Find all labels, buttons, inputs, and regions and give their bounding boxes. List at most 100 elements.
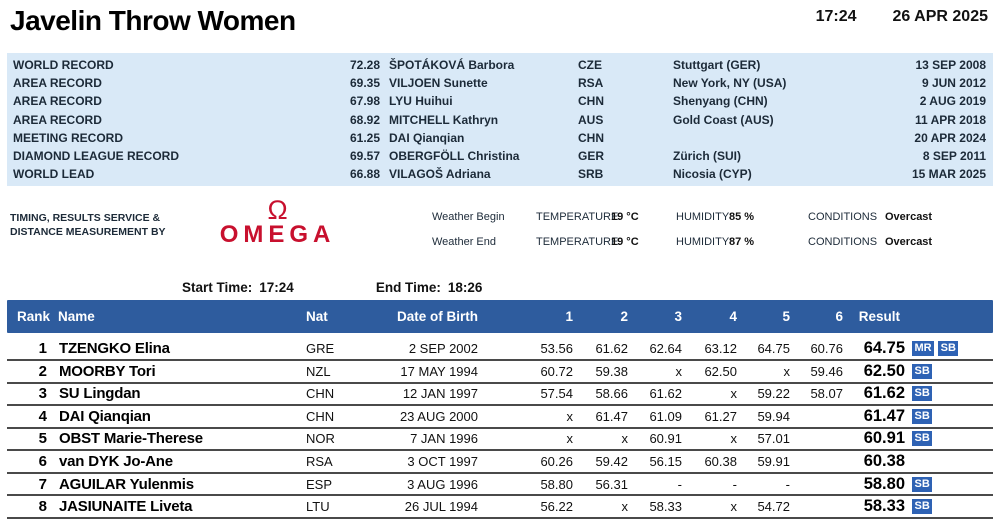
record-date: 9 JUN 2012 — [921, 76, 986, 91]
page-title: Javelin Throw Women — [10, 5, 296, 36]
record-venue: Stuttgart (GER) — [673, 58, 761, 73]
attempt-cell: x — [566, 431, 574, 447]
nation-cell: CHN — [306, 408, 335, 424]
humidity-value: 87 % — [729, 235, 755, 248]
badges-cell: SB — [905, 386, 993, 402]
record-mark: 69.35 — [349, 76, 380, 91]
rank-cell: 6 — [38, 453, 47, 471]
start-time-label: Start Time: — [182, 279, 253, 295]
record-nation: CHN — [578, 94, 604, 109]
attempt-cell: 61.27 — [704, 408, 737, 424]
badges-cell: SB — [905, 363, 993, 379]
attempt-cell: 54.72 — [757, 499, 790, 515]
badges-cell: SB — [905, 431, 993, 447]
col-header-att4: 4 — [729, 309, 737, 325]
record-label: AREA RECORD — [13, 112, 102, 127]
record-venue: Gold Coast (AUS) — [673, 112, 774, 127]
result-cell: 58.33 — [863, 497, 905, 516]
result-row: 3 SU Lingdan CHN 12 JAN 1997 57.54 58.66… — [7, 384, 993, 407]
event-time: 17:24 — [815, 8, 857, 25]
attempt-cell: 59.42 — [595, 454, 628, 470]
record-athlete: MITCHELL Kathryn — [389, 112, 499, 127]
attempt-cell: 60.76 — [810, 341, 843, 357]
athlete-name: OBST Marie-Therese — [59, 430, 203, 448]
rank-cell: 3 — [38, 385, 47, 403]
badges-cell: SB — [905, 499, 993, 515]
record-nation: AUS — [578, 112, 604, 127]
nation-cell: GRE — [306, 341, 335, 357]
record-mark: 67.98 — [349, 94, 380, 109]
season-best-badge: SB — [912, 476, 933, 492]
attempt-cell: 58.80 — [540, 476, 573, 492]
weather-begin-row: Weather Begin TEMPERATURE 19 °C HUMIDITY… — [432, 204, 1000, 229]
dob-cell: 12 JAN 1997 — [402, 386, 478, 402]
record-date: 13 SEP 2008 — [915, 58, 986, 73]
result-row: 7 AGUILAR Yulenmis ESP 3 AUG 1996 58.80 … — [7, 474, 993, 497]
dob-cell: 17 MAY 1994 — [400, 363, 478, 379]
attempt-cell: 63.12 — [704, 341, 737, 357]
omega-logo: Ω OMEGA — [198, 196, 358, 262]
attempt-cell: 61.62 — [595, 341, 628, 357]
page-header: Javelin Throw Women 17:24 26 APR 2025 — [0, 0, 1000, 38]
attempt-cell: 61.09 — [649, 408, 682, 424]
col-header-nat: Nat — [306, 309, 328, 325]
record-label: WORLD RECORD — [13, 58, 114, 73]
record-mark: 61.25 — [349, 130, 380, 145]
nation-cell: NZL — [306, 363, 331, 379]
dob-cell: 26 JUL 1994 — [404, 499, 478, 515]
season-best-badge: SB — [938, 341, 959, 357]
record-venue: Zürich (SUI) — [673, 149, 741, 164]
attempt-cell: 60.26 — [540, 454, 573, 470]
results-body: 1 TZENGKO Elina GRE 2 SEP 2002 53.56 61.… — [7, 338, 993, 520]
dob-cell: 7 JAN 1996 — [410, 431, 478, 447]
humidity-label: HUMIDITY — [676, 235, 730, 248]
result-cell: 64.75 — [863, 339, 905, 358]
attempt-cell: 62.64 — [649, 341, 682, 357]
attempt-cell: 59.94 — [757, 408, 790, 424]
results-header-row: Rank Name Nat Date of Birth 1 2 3 4 5 6 … — [7, 300, 993, 334]
record-athlete: LYU Huihui — [389, 94, 453, 109]
rank-cell: 5 — [38, 430, 47, 448]
record-row: WORLD RECORD 72.28 ŠPOTÁKOVÁ Barbora CZE… — [7, 56, 993, 74]
athlete-name: AGUILAR Yulenmis — [59, 475, 194, 493]
col-header-rank: Rank — [17, 309, 51, 325]
col-header-att5: 5 — [782, 309, 790, 325]
attempt-cell: 56.31 — [595, 476, 628, 492]
weather-panel: Weather Begin TEMPERATURE 19 °C HUMIDITY… — [432, 196, 1000, 262]
result-row: 1 TZENGKO Elina GRE 2 SEP 2002 53.56 61.… — [7, 338, 993, 361]
conditions-value: Overcast — [885, 210, 933, 223]
record-nation: CHN — [578, 130, 604, 145]
record-row: DIAMOND LEAGUE RECORD 69.57 OBERGFÖLL Ch… — [7, 147, 993, 165]
header-time-date: 17:24 26 APR 2025 — [816, 5, 990, 26]
rank-cell: 4 — [38, 407, 47, 425]
attempt-cell: 59.38 — [595, 363, 628, 379]
conditions-value: Overcast — [885, 235, 933, 248]
attempt-cell: x — [621, 431, 629, 447]
omega-wordmark: OMEGA — [219, 221, 336, 249]
attempt-cell: x — [730, 431, 738, 447]
nation-cell: RSA — [306, 454, 333, 470]
results-table: Rank Name Nat Date of Birth 1 2 3 4 5 6 … — [7, 300, 993, 520]
end-time-value: 18:26 — [447, 279, 483, 295]
result-row: 6 van DYK Jo-Ane RSA 3 OCT 1997 60.26 59… — [7, 451, 993, 474]
attempt-cell: 59.22 — [757, 386, 790, 402]
humidity-label: HUMIDITY — [676, 210, 730, 223]
record-venue: Shenyang (CHN) — [673, 94, 768, 109]
temperature-value: 19 °C — [611, 210, 639, 223]
attempt-cell: 64.75 — [757, 341, 790, 357]
col-header-att6: 6 — [835, 309, 843, 325]
start-time-value: 17:24 — [259, 279, 294, 295]
record-venue: New York, NY (USA) — [673, 76, 787, 91]
athlete-name: TZENGKO Elina — [59, 340, 170, 358]
result-cell: 62.50 — [863, 361, 905, 380]
attempt-cell: 57.01 — [757, 431, 790, 447]
rank-cell: 2 — [38, 362, 47, 380]
record-date: 11 APR 2018 — [915, 112, 986, 127]
result-row: 4 DAI Qianqian CHN 23 AUG 2000 x 61.47 6… — [7, 406, 993, 429]
rank-cell: 7 — [38, 475, 47, 493]
attempt-cell: x — [730, 386, 738, 402]
athlete-name: DAI Qianqian — [59, 407, 151, 425]
dob-cell: 23 AUG 2000 — [399, 408, 478, 424]
dob-cell: 3 OCT 1997 — [407, 454, 478, 470]
dob-cell: 3 AUG 1996 — [407, 476, 478, 492]
